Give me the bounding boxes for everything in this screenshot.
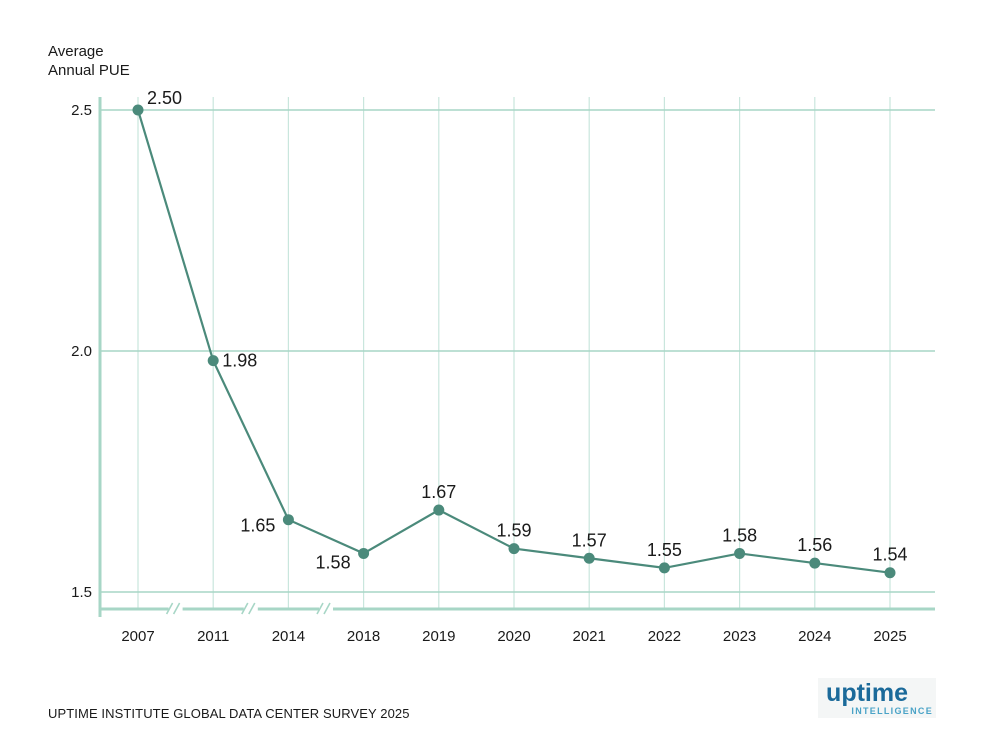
data-point-2011 [207,355,219,367]
data-label-2023: 1.58 [722,525,757,545]
data-point-2025 [884,567,896,579]
data-point-2021 [583,552,595,564]
data-point-2018 [358,547,370,559]
data-point-2022 [658,562,670,574]
data-label-2020: 1.59 [496,521,531,541]
data-point-2014 [282,514,294,526]
axis-break-mark-a-2014 [316,602,324,615]
x-tick-label-2025: 2025 [873,628,906,645]
axis-break-mark-a-2007 [165,602,174,615]
data-label-2014: 1.65 [240,516,275,536]
y-tick-label-1.5: 1.5 [71,584,92,601]
data-point-2019 [433,504,445,516]
data-label-2021: 1.57 [572,530,607,550]
data-point-2020 [508,543,520,555]
x-tick-label-2018: 2018 [347,628,380,645]
x-tick-label-2020: 2020 [497,628,530,645]
x-tick-label-2011: 2011 [197,628,229,645]
y-axis-title-line-2: Annual PUE [48,62,130,79]
x-tick-label-2021: 2021 [573,628,606,645]
x-tick-label-2007: 2007 [121,628,154,645]
x-tick-label-2024: 2024 [798,628,831,645]
logo-wordmark: uptime [826,679,908,707]
data-point-2023 [734,547,746,559]
logo-subtitle: INTELLIGENCE [851,706,933,716]
uptime-logo: uptime INTELLIGENCE [818,678,936,718]
data-label-2025: 1.54 [872,545,907,565]
x-tick-label-2014: 2014 [272,628,305,645]
data-label-2018: 1.58 [316,552,351,572]
grid-layer [100,97,935,610]
data-point-2024 [809,557,821,569]
label-layer: 2.5 2.0 1.5 2007 2011 2014 2018 2019 2020 2021 202… [71,88,907,645]
data-label-2022: 1.55 [647,540,682,560]
x-tick-label-2022: 2022 [648,628,681,645]
data-label-2011: 1.98 [222,351,257,371]
y-axis-title: Average Annual PUE [48,42,130,80]
data-label-2007: 2.50 [147,88,182,108]
y-tick-label-2.5: 2.5 [71,102,92,119]
axis-break-mark-b-2007 [172,602,181,615]
data-point-2007 [132,104,144,116]
data-label-2024: 1.56 [797,535,832,555]
axis-layer [98,97,935,617]
x-tick-label-2023: 2023 [723,628,756,645]
source-footer: UPTIME INSTITUTE GLOBAL DATA CENTER SURV… [48,706,410,721]
axis-break-mark-a-2011 [241,602,249,615]
axis-break-mark-b-2014 [323,602,331,615]
y-axis-title-line-1: Average [48,43,104,60]
y-tick-label-2.0: 2.0 [71,343,92,360]
point-layer [132,104,896,579]
x-tick-label-2019: 2019 [422,628,455,645]
data-label-2019: 1.67 [421,482,456,502]
axis-break-mark-b-2011 [248,602,256,615]
